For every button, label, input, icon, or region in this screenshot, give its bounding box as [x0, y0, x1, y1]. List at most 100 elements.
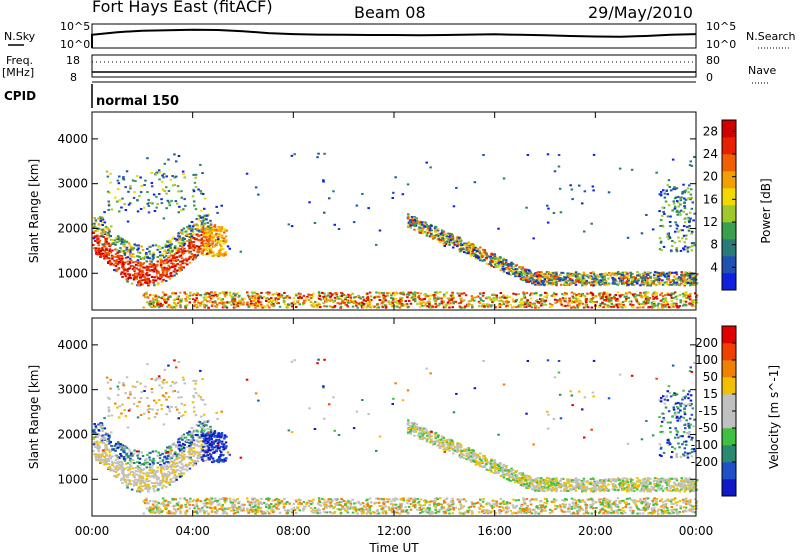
echo-cell — [145, 253, 148, 256]
echo-cell — [181, 468, 184, 471]
echo-cell — [493, 255, 497, 258]
echo-cell — [284, 296, 287, 299]
echo-cell — [103, 427, 107, 430]
echo-cell — [118, 261, 122, 264]
echo-cell — [573, 280, 576, 283]
echo-cell — [136, 465, 140, 468]
echo-cell — [97, 455, 100, 458]
echo-cell — [191, 294, 195, 297]
echo-cell — [165, 186, 168, 189]
echo-cell — [97, 247, 101, 250]
echo-cell — [190, 459, 194, 461]
echo-cell — [414, 300, 417, 303]
echo-cell — [123, 449, 126, 452]
echo-cell — [672, 200, 675, 203]
echo-cell — [195, 233, 199, 236]
echo-cell — [435, 304, 439, 307]
echo-cell — [146, 487, 149, 490]
echo-cell — [612, 304, 615, 307]
echo-cell — [95, 457, 98, 460]
echo-cell — [106, 458, 109, 460]
echo-cell — [421, 228, 425, 231]
echo-cell — [386, 292, 389, 295]
echo-cell — [675, 209, 679, 212]
echo-cell — [162, 477, 165, 480]
echo-cell — [145, 293, 148, 296]
echo-cell — [198, 421, 202, 423]
echo-cell — [576, 306, 579, 309]
echo-cell — [688, 276, 692, 279]
echo-cell — [158, 251, 162, 254]
echo-cell — [129, 457, 132, 460]
echo-cell — [612, 278, 616, 280]
echo-cell — [428, 298, 431, 301]
echo-cell — [193, 246, 196, 249]
echo-cell — [149, 269, 152, 272]
echo-cell — [157, 300, 161, 303]
echo-cell — [182, 227, 186, 230]
echo-cell — [177, 232, 181, 235]
echo-cell — [419, 231, 422, 234]
echo-cell — [152, 457, 155, 460]
echo-cell — [141, 477, 145, 480]
echo-cell — [670, 303, 673, 306]
echo-cell — [161, 460, 165, 463]
echo-cell — [369, 306, 372, 309]
echo-cell — [571, 295, 574, 298]
echo-cell — [278, 296, 282, 299]
echo-cell — [430, 224, 433, 227]
echo-cell — [113, 465, 116, 468]
echo-cell — [617, 277, 621, 280]
echo-cell — [183, 444, 186, 446]
echo-cell — [391, 297, 395, 300]
echo-cell — [468, 303, 471, 306]
echo-cell — [127, 473, 130, 476]
echo-cell — [489, 260, 492, 263]
echo-cell — [120, 463, 124, 466]
echo-cell — [132, 196, 136, 199]
echo-cell — [195, 304, 198, 307]
echo-cell — [328, 305, 332, 308]
echo-cell — [467, 241, 470, 244]
echo-cell — [559, 283, 563, 286]
echo-cell — [505, 296, 509, 299]
echo-cell — [446, 236, 449, 239]
echo-cell — [198, 215, 202, 217]
echo-cell — [658, 193, 661, 196]
echo-cell — [693, 305, 697, 308]
echo-cell — [580, 274, 584, 276]
echo-cell — [205, 304, 208, 307]
echo-cell — [200, 429, 204, 431]
echo-cell — [216, 236, 219, 239]
echo-cell — [664, 303, 667, 306]
echo-cell — [179, 475, 182, 478]
echo-cell — [683, 245, 687, 248]
echo-cell — [459, 301, 462, 304]
echo-cell — [518, 301, 522, 304]
echo-cell — [140, 184, 143, 187]
echo-cell — [593, 279, 596, 282]
echo-cell — [145, 271, 149, 274]
echo-cell — [109, 467, 112, 470]
echo-cell — [473, 296, 477, 299]
echo-cell — [437, 238, 441, 241]
echo-cell — [246, 291, 249, 294]
echo-cell — [693, 156, 696, 158]
echo-cell — [551, 281, 555, 283]
echo-cell — [529, 280, 532, 283]
echo-cell — [675, 304, 678, 307]
echo-cell — [380, 291, 383, 294]
echo-cell — [148, 260, 152, 263]
echo-cell — [409, 291, 413, 294]
echo-cell — [131, 268, 135, 271]
echo-cell — [647, 291, 650, 294]
echo-cell — [507, 301, 510, 303]
nave-tick-high: 80 — [706, 54, 720, 67]
echo-cell — [457, 292, 461, 295]
echo-cell — [392, 191, 395, 194]
echo-cell — [275, 300, 278, 303]
echo-cell — [683, 218, 686, 221]
echo-cell — [121, 263, 125, 266]
echo-cell — [459, 306, 463, 309]
